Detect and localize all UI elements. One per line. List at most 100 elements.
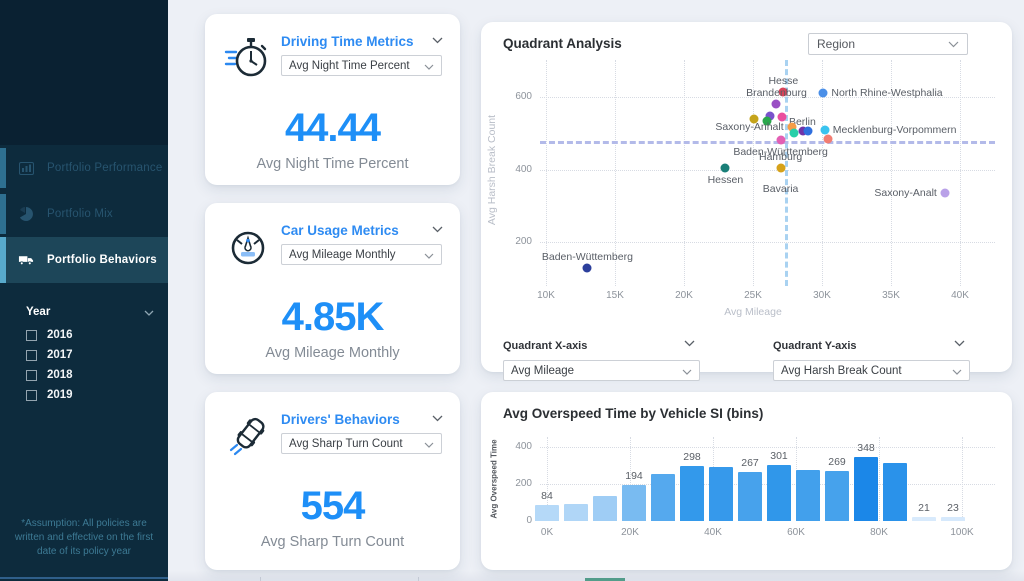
year-option-label: 2017	[47, 349, 73, 361]
scatter-point[interactable]	[762, 116, 772, 126]
bar-gridline	[540, 447, 995, 448]
truck-icon	[18, 252, 34, 268]
card-title: Drivers' Behaviors	[281, 412, 400, 427]
scatter-point-label: Saxony-Anhalt	[715, 121, 784, 134]
quadrant-vertical-refline	[784, 60, 788, 286]
scatter-point-label: North Rhine-Westphalia	[831, 86, 943, 99]
quadrant-x-axis-dropdown[interactable]: Avg Mileage	[503, 360, 700, 381]
strip-divider	[418, 577, 419, 581]
bar-value-label: 298	[683, 451, 701, 463]
scatter-gridline	[753, 60, 754, 286]
sidebar-nav: Portfolio Performance Portfolio Mix Port…	[0, 145, 168, 283]
scatter-point-label: Saxony-Analt	[874, 187, 937, 200]
driving-time-metrics-card: Driving Time Metrics Avg Night Time Perc…	[205, 14, 460, 185]
dropdown-value: Avg Sharp Turn Count	[289, 437, 403, 450]
overspeed-bar[interactable]	[854, 457, 878, 521]
year-option-2017[interactable]: 2017	[26, 349, 154, 361]
car-usage-metrics-card: Car Usage Metrics Avg Mileage Monthly 4.…	[205, 203, 460, 374]
scatter-gridline	[540, 242, 995, 243]
scatter-y-tick: 600	[515, 91, 532, 102]
scatter-point[interactable]	[777, 112, 787, 122]
overspeed-bar[interactable]	[767, 465, 791, 521]
scatter-point[interactable]	[765, 111, 775, 121]
checkbox-icon[interactable]	[26, 369, 37, 381]
bar-value-label: 269	[828, 456, 846, 468]
scatter-point[interactable]	[778, 87, 788, 97]
quadrant-y-axis-dropdown[interactable]: Avg Harsh Break Count	[773, 360, 970, 381]
year-option-2016[interactable]: 2016	[26, 329, 154, 341]
bar-y-tick: 400	[515, 441, 532, 452]
scatter-x-axis-title: Avg Mileage	[724, 306, 782, 318]
chevron-down-icon	[424, 57, 434, 75]
kpi-value: 44.44	[284, 106, 381, 150]
bottom-strip	[168, 570, 1024, 581]
sidebar-item-portfolio-behaviors[interactable]: Portfolio Behaviors	[0, 237, 168, 283]
chevron-down-icon[interactable]	[144, 303, 154, 321]
chevron-down-icon[interactable]	[432, 415, 443, 425]
bar-y-tick: 0	[526, 515, 532, 526]
sidebar-item-portfolio-mix[interactable]: Portfolio Mix	[0, 191, 168, 237]
region-dropdown[interactable]: Region	[808, 33, 968, 55]
chevron-down-icon[interactable]	[432, 37, 443, 47]
scatter-point[interactable]	[787, 122, 797, 132]
kpi-label: Avg Mileage Monthly	[265, 345, 400, 361]
sidebar: Portfolio Performance Portfolio Mix Port…	[0, 0, 168, 581]
scatter-gridline	[546, 60, 547, 286]
scatter-point[interactable]	[940, 188, 950, 198]
scatter-point-label: Baden-Wüttemberg	[541, 251, 633, 264]
year-option-2019[interactable]: 2019	[26, 389, 154, 401]
sidebar-item-portfolio-performance[interactable]: Portfolio Performance	[0, 145, 168, 191]
scatter-point[interactable]	[720, 163, 730, 173]
chevron-down-icon[interactable]	[954, 340, 965, 350]
scatter-point[interactable]	[823, 134, 833, 144]
bar-value-label: 23	[947, 502, 959, 514]
scatter-point[interactable]	[582, 263, 592, 273]
scatter-point[interactable]	[818, 88, 828, 98]
overspeed-bar[interactable]	[796, 470, 820, 521]
chevron-down-icon[interactable]	[684, 340, 695, 350]
overspeed-bar[interactable]	[738, 472, 762, 521]
overspeed-bar[interactable]	[593, 496, 617, 521]
scatter-gridline	[822, 60, 823, 286]
gauge-icon	[223, 223, 271, 271]
scatter-point[interactable]	[771, 99, 781, 109]
overspeed-bar[interactable]	[883, 463, 907, 521]
overspeed-bar[interactable]	[564, 504, 588, 521]
strip-teal-segment	[585, 578, 625, 581]
metric-select-dropdown[interactable]: Avg Mileage Monthly	[281, 244, 442, 265]
dropdown-value: Avg Mileage	[511, 364, 575, 377]
overspeed-bar[interactable]	[941, 517, 965, 521]
bar-gridline	[879, 437, 880, 521]
metric-select-dropdown[interactable]: Avg Night Time Percent	[281, 55, 442, 76]
scatter-point[interactable]	[803, 126, 813, 136]
quadrant-x-axis-label: Quadrant X-axis	[503, 340, 588, 352]
year-option-2018[interactable]: 2018	[26, 369, 154, 381]
scatter-point[interactable]	[789, 128, 799, 138]
scatter-point[interactable]	[776, 135, 786, 145]
overspeed-bar[interactable]	[680, 466, 704, 521]
dropdown-value: Avg Mileage Monthly	[289, 248, 396, 261]
scatter-x-tick: 30K	[813, 290, 831, 301]
year-filter-title: Year	[26, 306, 51, 318]
checkbox-icon[interactable]	[26, 329, 37, 341]
chevron-down-icon[interactable]	[432, 226, 443, 236]
overspeed-bar[interactable]	[622, 485, 646, 521]
overspeed-bar[interactable]	[535, 505, 559, 521]
overspeed-bar[interactable]	[912, 517, 936, 521]
nav-accent-bar	[0, 194, 6, 234]
bar-x-tick: 100K	[950, 527, 974, 538]
dropdown-value: Region	[817, 37, 856, 51]
overspeed-bar[interactable]	[825, 471, 849, 521]
checkbox-icon[interactable]	[26, 349, 37, 361]
overspeed-bar[interactable]	[651, 474, 675, 521]
overspeed-bar[interactable]	[709, 467, 733, 521]
scatter-point[interactable]	[798, 126, 808, 136]
dropdown-value: Avg Night Time Percent	[289, 59, 410, 72]
checkbox-icon[interactable]	[26, 389, 37, 401]
bar-value-label: 301	[770, 450, 788, 462]
scatter-point[interactable]	[749, 114, 759, 124]
scatter-point[interactable]	[776, 163, 786, 173]
metric-select-dropdown[interactable]: Avg Sharp Turn Count	[281, 433, 442, 454]
scatter-point[interactable]	[820, 125, 830, 135]
